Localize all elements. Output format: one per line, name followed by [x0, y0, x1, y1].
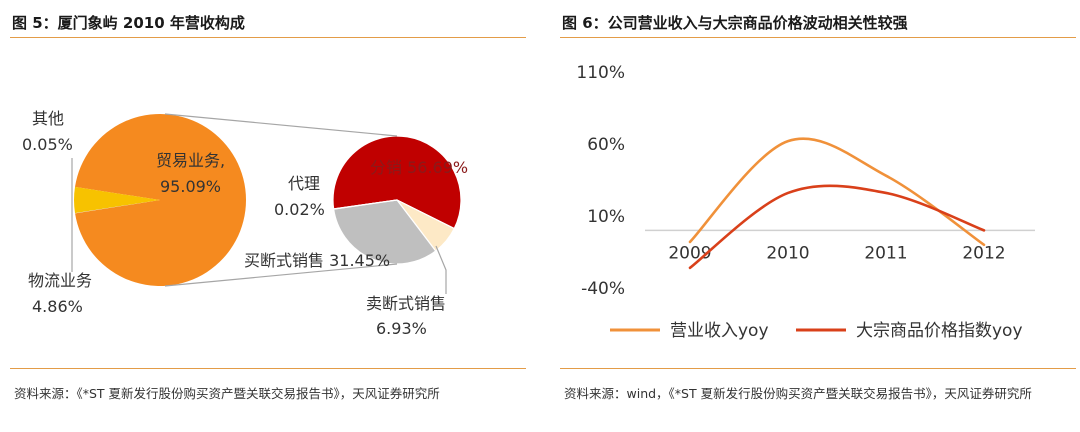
- right-figure-title: 图 6：公司营业收入与大宗商品价格波动相关性较强: [562, 14, 908, 32]
- series-commodity-yoy: [688, 184, 986, 270]
- left-figure-title: 图 5：厦门象屿 2010 年营收构成: [12, 14, 245, 32]
- label-buyout: 买断式销售 31.45%: [244, 251, 390, 270]
- right-bottom-rule: [560, 368, 1076, 369]
- legend: 营业收入yoy 大宗商品价格指数yoy: [610, 321, 1023, 341]
- x-tick-label: 2011: [864, 243, 907, 263]
- slice-distribution: [332, 135, 462, 230]
- main-pie: [73, 113, 246, 286]
- label-trade-name: 贸易业务,: [156, 151, 225, 170]
- y-axis-ticks: 110% 60% 10% -40%: [576, 63, 625, 299]
- label-sellout-value: 6.93%: [376, 319, 427, 338]
- slice-buyout: [332, 199, 437, 265]
- label-distribution: 分销 56.69%: [370, 158, 468, 177]
- pie-connectors: [71, 113, 447, 294]
- left-top-rule: [10, 37, 526, 38]
- left-panel: 图 5：厦门象屿 2010 年营收构成 其他 0.05% 贸易业务, 95.09…: [0, 0, 530, 432]
- composition-pie-chart: 其他 0.05% 贸易业务, 95.09% 物流业务 4.86% 代理 0.02…: [22, 109, 468, 338]
- y-tick-label: -40%: [581, 279, 625, 299]
- left-source-note: 资料来源：《*ST 夏新发行股份购买资产暨关联交易报告书》，天风证券研究所: [14, 386, 440, 401]
- legend-revenue-label: 营业收入yoy: [670, 321, 769, 341]
- label-other-name: 其他: [32, 109, 64, 128]
- label-other-value: 0.05%: [22, 135, 73, 154]
- sub-pie: [332, 135, 462, 265]
- x-tick-label: 2010: [766, 243, 809, 263]
- label-logistics-name: 物流业务: [28, 271, 92, 290]
- x-axis-ticks: 2009 2010 2011 2012: [668, 243, 1005, 263]
- y-tick-label: 60%: [587, 135, 625, 155]
- correlation-line-chart: 110%60%10%-40% 2009 2010 2011 2012 营业收入yoy 大…: [576, 63, 1035, 341]
- connector-top: [164, 113, 398, 137]
- connector-bottom: [164, 263, 398, 287]
- y-tick-label: 10%: [587, 207, 625, 227]
- line-series: [688, 137, 986, 270]
- slice-logistics: [73, 186, 160, 214]
- legend-commodity-label: 大宗商品价格指数yoy: [856, 321, 1023, 341]
- right-top-rule: [560, 37, 1076, 38]
- right-panel: 图 6：公司营业收入与大宗商品价格波动相关性较强 110% 60% 10% -40% …: [550, 0, 1080, 432]
- slice-other: [75, 200, 160, 214]
- left-bottom-rule: [10, 368, 526, 369]
- label-logistics-value: 4.86%: [32, 297, 83, 316]
- slice-trade: [75, 113, 246, 286]
- leader-sellout: [435, 245, 447, 294]
- slice-agency: [332, 199, 398, 210]
- label-trade-value: 95.09%: [160, 177, 221, 196]
- right-source-note: 资料来源：wind，《*ST 夏新发行股份购买资产暨关联交易报告书》，天风证券研…: [564, 386, 1032, 401]
- y-tick-label: 110%: [576, 63, 625, 83]
- x-tick-label: 2012: [962, 243, 1005, 263]
- label-agency-name: 代理: [288, 174, 320, 193]
- label-sellout-name: 卖断式销售: [366, 294, 446, 313]
- label-agency-value: 0.02%: [274, 200, 325, 219]
